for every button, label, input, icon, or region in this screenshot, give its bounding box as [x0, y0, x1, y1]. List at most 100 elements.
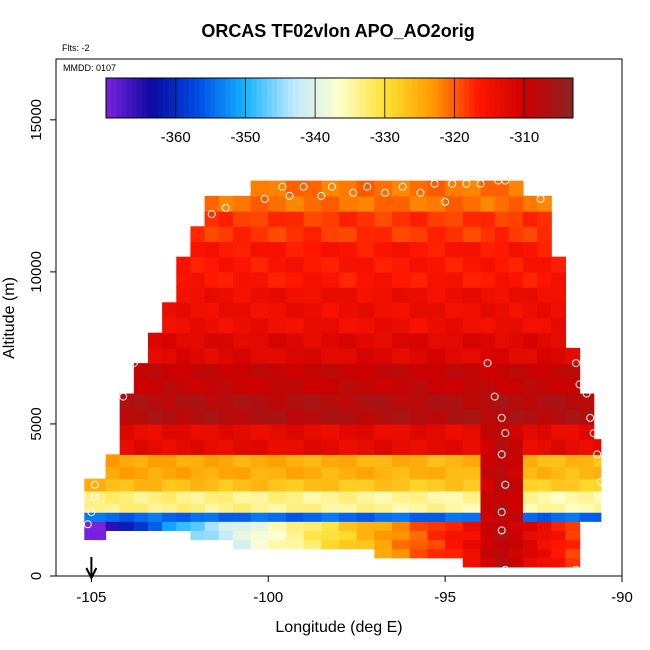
curtain-cell: [356, 211, 375, 227]
colorbar-swatch: [318, 78, 325, 118]
curtain-cell: [593, 439, 602, 455]
colorbar-swatch: [209, 78, 216, 118]
curtain-cell: [303, 454, 322, 468]
curtain-cell: [392, 287, 411, 303]
curtain-cell: [176, 378, 192, 395]
curtain-cell: [409, 454, 429, 468]
curtain-cell: [522, 512, 538, 522]
curtain-cell: [551, 347, 566, 364]
curtain-cell: [537, 393, 552, 410]
curtain-cell: [105, 512, 121, 522]
curtain-cell: [147, 393, 163, 410]
curtain-cell: [133, 454, 149, 468]
curtain-cell: [218, 503, 234, 513]
curtain-cell: [374, 454, 393, 468]
curtain-cell: [190, 466, 206, 480]
curtain-cell: [218, 512, 234, 522]
sample-marker: [221, 204, 230, 212]
curtain-cell: [268, 211, 287, 227]
x-axis-label: Longitude (deg E): [275, 619, 402, 636]
curtain-cell: [508, 439, 524, 455]
curtain-cell: [105, 478, 121, 492]
colorbar-swatch: [220, 78, 226, 118]
curtain-cell: [392, 503, 411, 513]
curtain-cell: [204, 439, 220, 455]
curtain-cell: [494, 490, 510, 504]
curtain-cell: [356, 478, 375, 492]
sample-marker: [476, 179, 485, 188]
curtain-cell: [133, 490, 149, 504]
curtain-cell: [565, 548, 581, 559]
curtain-cell: [321, 287, 340, 303]
curtain-cell: [232, 454, 252, 468]
colorbar-swatch: [334, 78, 340, 118]
curtain-cell: [204, 195, 220, 212]
curtain-cell: [480, 393, 496, 410]
curtain-cell: [303, 332, 322, 349]
curtain-cell: [162, 423, 177, 440]
colorbar-swatch: [235, 78, 242, 118]
start-arrow: [85, 557, 98, 581]
curtain-cell: [204, 256, 220, 273]
curtain-cell: [268, 466, 287, 480]
curtain-cell: [537, 539, 552, 550]
curtain-cell: [250, 195, 269, 212]
chart-title: ORCAS TF02vlon APO_AO2orig: [201, 21, 474, 41]
curtain-cell: [250, 530, 269, 541]
curtain-cell: [494, 226, 510, 243]
curtain-cells: [84, 180, 602, 568]
curtain-cell: [356, 271, 375, 288]
curtain-cell: [522, 521, 538, 531]
sample-markers: [83, 176, 605, 574]
curtain-cell: [250, 226, 269, 243]
curtain-cell: [565, 512, 581, 522]
curtain-cell: [480, 287, 496, 303]
curtain-cell: [427, 271, 446, 288]
curtain-cell: [250, 302, 269, 319]
curtain-cell: [321, 226, 340, 243]
curtain-cell: [303, 180, 322, 197]
curtain-cell: [427, 211, 446, 227]
colorbar-swatch: [458, 78, 465, 118]
curtain-cell: [84, 521, 107, 531]
curtain-cell: [494, 408, 510, 425]
curtain-cell: [579, 454, 595, 468]
curtain-cell: [445, 530, 464, 541]
curtain-cell: [427, 332, 446, 349]
curtain-cell: [321, 512, 340, 522]
curtain-cell: [190, 454, 206, 468]
curtain-cell: [268, 393, 287, 410]
curtain-cell: [508, 490, 524, 504]
curtain-cell: [268, 423, 287, 440]
curtain-cell: [522, 363, 538, 379]
sample-marker: [497, 526, 506, 535]
curtain-cell: [522, 378, 538, 395]
curtain-cell: [565, 539, 581, 550]
curtain-cell: [356, 302, 375, 319]
curtain-cell: [218, 393, 234, 410]
curtain-cell: [522, 530, 538, 541]
curtain-cell: [494, 271, 510, 288]
curtain-cell: [374, 363, 393, 379]
curtain-cell: [374, 539, 393, 550]
sample-marker: [416, 188, 425, 197]
sample-marker: [285, 191, 294, 200]
curtain-cell: [232, 466, 252, 480]
curtain-cell: [480, 557, 496, 568]
colorbar-tick-label: -310: [509, 129, 539, 146]
curtain-cell: [494, 180, 510, 197]
curtain-cell: [204, 363, 220, 379]
curtain-cell: [162, 466, 177, 480]
curtain-cell: [147, 363, 163, 379]
curtain-cell: [339, 211, 358, 227]
curtain-cell: [522, 557, 538, 568]
curtain-cell: [133, 393, 149, 410]
curtain-cell: [218, 287, 234, 303]
curtain-cell: [462, 241, 482, 258]
sample-marker: [490, 392, 499, 401]
curtain-cell: [268, 226, 287, 243]
curtain-cell: [409, 548, 429, 559]
curtain-cell: [445, 503, 464, 513]
curtain-cell: [374, 287, 393, 303]
curtain-cell: [522, 317, 538, 334]
